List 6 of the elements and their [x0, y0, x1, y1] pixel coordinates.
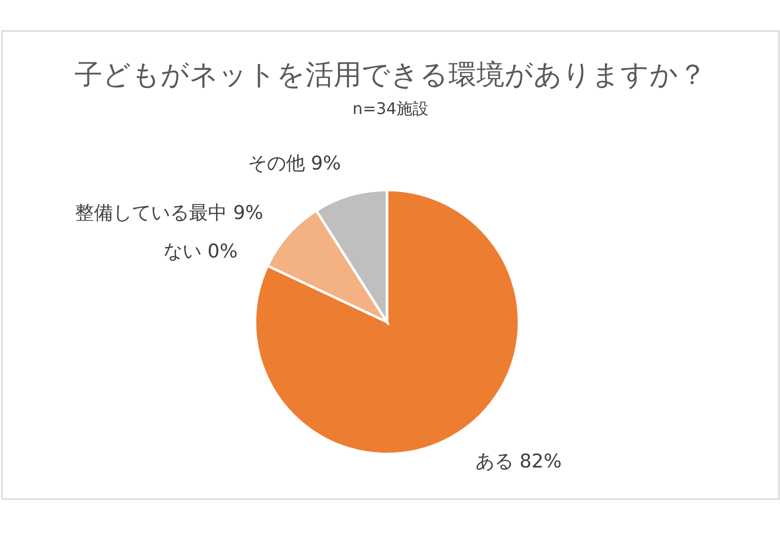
chart-subtitle: n=34施設: [352, 99, 428, 118]
slice-label: ある 82%: [475, 450, 562, 472]
slice-label: その他 9%: [248, 152, 341, 175]
chart-title: 子どもがネットを活用できる環境がありますか？: [74, 58, 706, 91]
category-label: ない 0%: [164, 240, 238, 263]
slice-label: 整備している最中 9%: [75, 202, 264, 224]
